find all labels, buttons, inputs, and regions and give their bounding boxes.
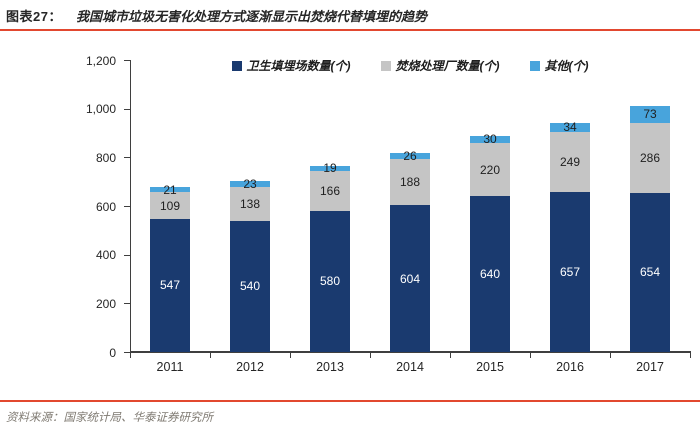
legend-item: 卫生填埋场数量(个) <box>231 57 351 74</box>
bar-value-label: 657 <box>559 265 581 280</box>
bar-value-label: 249 <box>559 154 581 169</box>
bar-column-2011: 547 109 21 <box>150 184 190 352</box>
x-axis-tick <box>610 353 611 358</box>
x-axis-tick <box>450 353 451 358</box>
y-tick-label: 0 <box>109 345 116 360</box>
bar-segment: 640 <box>470 196 510 352</box>
x-axis-tick <box>370 353 371 358</box>
bar-segment: 547 <box>150 218 190 352</box>
y-axis-tick <box>124 157 130 159</box>
bar-value-label: 580 <box>319 274 341 289</box>
figure-header: 图表27： 我国城市垃圾无害化处理方式逐渐显示出焚烧代替填埋的趋势 <box>6 6 427 25</box>
y-axis-tick <box>124 60 130 61</box>
plot-area: 547 109 21 540 138 23 580 166 19 604 188 26 640 220 30… <box>130 60 690 352</box>
bar-value-label: 286 <box>639 151 661 166</box>
legend-item: 其他(个) <box>529 57 589 74</box>
bar-segment: 166 <box>310 170 350 211</box>
x-tick-label-2011: 2011 <box>156 360 184 374</box>
legend-swatch <box>231 60 242 71</box>
figure-number-label: 图表27： <box>6 9 62 24</box>
x-axis-tick <box>210 353 211 358</box>
title-underline-rule <box>0 29 700 31</box>
x-axis-line <box>130 351 691 353</box>
bar-segment: 138 <box>230 187 270 221</box>
x-tick-label-2016: 2016 <box>556 360 584 374</box>
bar-column-2017: 654 286 73 <box>630 105 670 352</box>
y-tick-label: 800 <box>95 150 116 165</box>
bar-value-label: 166 <box>319 183 341 198</box>
legend-swatch <box>529 60 540 71</box>
y-tick-label: 600 <box>95 199 116 214</box>
y-tick-label: 400 <box>95 248 116 263</box>
x-axis-tick <box>130 353 131 358</box>
legend-label: 焚烧处理厂数量(个) <box>395 59 500 73</box>
legend-swatch <box>380 60 391 71</box>
y-tick-label: 1,200 <box>85 53 116 68</box>
bar-segment: 657 <box>550 192 590 352</box>
bar-value-label: 73 <box>643 107 657 122</box>
bar-segment: 654 <box>630 192 670 352</box>
bar-segment: 109 <box>150 192 190 219</box>
bar-column-2015: 640 220 30 <box>470 133 510 352</box>
bar-column-2016: 657 249 34 <box>550 121 590 352</box>
x-tick-label-2012: 2012 <box>236 360 264 374</box>
x-axis-tick <box>290 353 291 358</box>
source-note: 资料来源：国家统计局、华泰证券研究所 <box>6 412 213 424</box>
footer-rule <box>0 400 700 402</box>
figure-title: 我国城市垃圾无害化处理方式逐渐显示出焚烧代替填埋的趋势 <box>75 9 427 24</box>
bar-segment: 286 <box>630 123 670 193</box>
bar-value-label: 604 <box>399 271 421 286</box>
bar-value-label: 654 <box>639 265 661 280</box>
bar-segment: 540 <box>230 220 270 352</box>
bar-value-label: 220 <box>479 162 501 177</box>
legend-item: 焚烧处理厂数量(个) <box>380 57 500 74</box>
y-axis-tick <box>124 303 130 305</box>
bar-segment: 188 <box>390 159 430 205</box>
bar-segment: 26 <box>390 150 430 162</box>
bar-segment: 73 <box>630 105 670 124</box>
y-axis-tick <box>124 352 130 353</box>
y-tick-label: 1,000 <box>85 102 116 117</box>
bar-column-2014: 604 188 26 <box>390 150 430 352</box>
bar-segment: 604 <box>390 205 430 352</box>
y-axis-tick <box>124 206 130 207</box>
bar-value-label: 109 <box>159 198 181 213</box>
x-tick-label-2017: 2017 <box>636 360 664 374</box>
bar-value-label: 540 <box>239 279 261 294</box>
x-tick-label-2014: 2014 <box>396 360 424 374</box>
x-tick-label-2013: 2013 <box>316 360 344 374</box>
chart-legend: 卫生填埋场数量(个) 焚烧处理厂数量(个) 其他(个) <box>130 57 690 74</box>
x-tick-label-2015: 2015 <box>476 360 504 374</box>
bar-segment: 220 <box>470 142 510 197</box>
x-axis-tick <box>530 353 531 358</box>
bar-column-2013: 580 166 19 <box>310 162 350 352</box>
x-axis-tick <box>690 353 691 358</box>
bar-value-label: 640 <box>479 267 501 282</box>
bar-segment: 21 <box>150 184 190 196</box>
bar-segment: 580 <box>310 210 350 352</box>
y-axis-line <box>130 60 131 352</box>
y-axis-tick <box>124 108 130 110</box>
y-tick-label: 200 <box>95 296 116 311</box>
y-axis-tick <box>124 254 130 256</box>
legend-label: 其他(个) <box>544 59 589 73</box>
bar-segment: 30 <box>470 133 510 145</box>
bar-segment: 34 <box>550 121 590 133</box>
bar-value-label: 547 <box>159 278 181 293</box>
bar-value-label: 138 <box>239 196 261 211</box>
bar-segment: 19 <box>310 162 350 174</box>
bar-column-2012: 540 138 23 <box>230 178 270 352</box>
legend-label: 卫生填埋场数量(个) <box>246 59 351 73</box>
bar-segment: 23 <box>230 178 270 190</box>
bar-value-label: 188 <box>399 175 421 190</box>
bar-segment: 249 <box>550 131 590 193</box>
